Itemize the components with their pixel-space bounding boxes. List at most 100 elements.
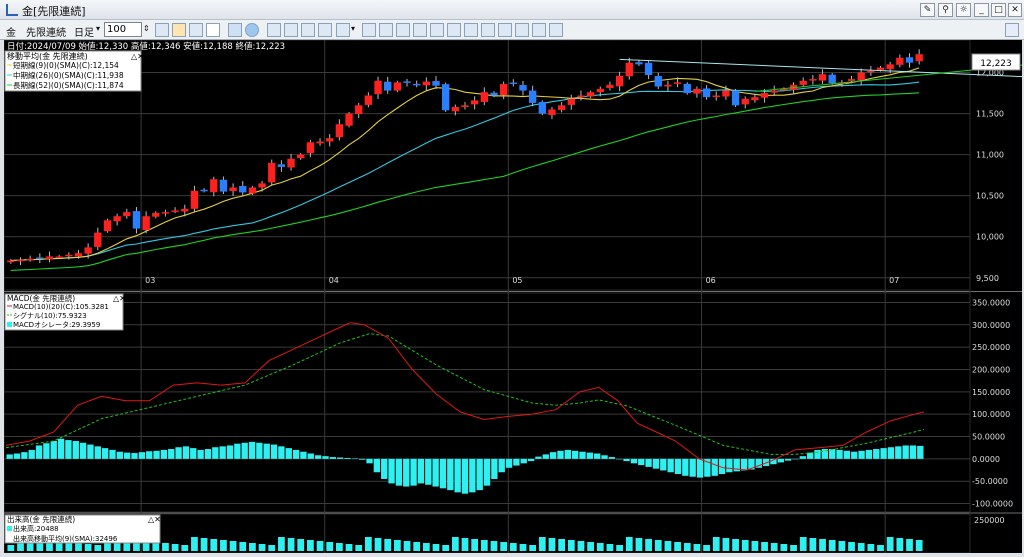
macd-osc-bar[interactable]: [498, 458, 505, 473]
candle-body[interactable]: [751, 97, 759, 101]
volume-bar[interactable]: [567, 540, 575, 551]
macd-osc-bar[interactable]: [608, 457, 616, 459]
volume-bar[interactable]: [393, 540, 401, 551]
macd-osc-bar[interactable]: [439, 458, 447, 489]
candle-body[interactable]: [702, 88, 711, 98]
candle-body[interactable]: [181, 208, 189, 212]
candle-body[interactable]: [654, 75, 662, 87]
macd-osc-bar[interactable]: [704, 458, 711, 477]
candle-body[interactable]: [770, 90, 778, 93]
candle-body[interactable]: [152, 212, 160, 217]
macd-osc-bar[interactable]: [836, 449, 843, 459]
volume-bar[interactable]: [46, 540, 53, 551]
volume-bar[interactable]: [345, 544, 353, 551]
candle-body[interactable]: [683, 83, 691, 94]
candle-body[interactable]: [741, 98, 749, 105]
volume-bar[interactable]: [355, 545, 363, 551]
macd-osc-bar[interactable]: [696, 458, 704, 478]
candle-body[interactable]: [451, 107, 460, 112]
macd-osc-bar[interactable]: [858, 450, 865, 459]
volume-bar[interactable]: [229, 541, 237, 551]
candle-body[interactable]: [596, 88, 604, 93]
volume-bar[interactable]: [364, 537, 372, 551]
candle-body[interactable]: [229, 187, 237, 192]
volume-bar[interactable]: [838, 541, 846, 551]
macd-osc-bar[interactable]: [219, 446, 226, 459]
candle-body[interactable]: [635, 62, 643, 65]
macd-osc-bar[interactable]: [571, 450, 579, 459]
candle-body[interactable]: [7, 260, 15, 263]
macd-osc-bar[interactable]: [270, 444, 278, 459]
refresh-icon[interactable]: [245, 23, 259, 37]
candle-body[interactable]: [876, 67, 885, 70]
volume-bar[interactable]: [471, 539, 479, 551]
zoom-tool-icon[interactable]: [189, 23, 203, 37]
volume-bar[interactable]: [36, 539, 44, 551]
export-icon[interactable]: [549, 23, 563, 37]
contract-selector[interactable]: 先限連続: [26, 28, 66, 39]
macd-osc-bar[interactable]: [476, 458, 483, 491]
macd-osc-bar[interactable]: [50, 440, 57, 459]
candle-body[interactable]: [113, 216, 121, 222]
volume-bar[interactable]: [683, 543, 691, 551]
volume-bar[interactable]: [761, 542, 768, 551]
macd-osc-bar[interactable]: [616, 458, 623, 460]
candle-body[interactable]: [644, 62, 653, 75]
volume-bar[interactable]: [249, 543, 256, 551]
macd-osc-bar[interactable]: [226, 445, 234, 459]
volume-bar[interactable]: [741, 540, 749, 551]
candle-body[interactable]: [190, 190, 199, 209]
candle-body[interactable]: [625, 62, 633, 77]
candle-body[interactable]: [760, 93, 769, 98]
macd-osc-bar[interactable]: [564, 449, 571, 459]
candle-body[interactable]: [103, 220, 112, 232]
macd-osc-bar[interactable]: [660, 458, 667, 471]
macd-osc-bar[interactable]: [116, 451, 124, 459]
macd-osc-bar[interactable]: [586, 452, 594, 459]
macd-osc-bar[interactable]: [535, 456, 542, 459]
macd-osc-bar[interactable]: [138, 452, 146, 459]
macd-osc-bar[interactable]: [28, 449, 35, 459]
macd-osc-bar[interactable]: [887, 447, 895, 459]
grid-icon[interactable]: [301, 23, 315, 37]
volume-bar[interactable]: [451, 537, 459, 551]
volume-bar[interactable]: [171, 544, 179, 551]
macd-osc-bar[interactable]: [153, 450, 160, 459]
macd-osc-bar[interactable]: [160, 449, 168, 459]
macd-osc-bar[interactable]: [351, 458, 359, 459]
volume-bar[interactable]: [857, 543, 865, 551]
print-icon[interactable]: [318, 23, 332, 37]
macd-osc-bar[interactable]: [307, 453, 314, 459]
settings-icon[interactable]: ☼: [956, 3, 971, 17]
macd-osc-bar[interactable]: [43, 443, 50, 459]
macd-osc-bar[interactable]: [204, 449, 212, 459]
candle-body[interactable]: [509, 82, 517, 85]
volume-bar[interactable]: [162, 543, 169, 551]
candle-body[interactable]: [219, 179, 228, 192]
macd-osc-bar[interactable]: [124, 452, 131, 459]
minute-icon[interactable]: [481, 23, 495, 37]
volume-bar[interactable]: [867, 544, 875, 551]
macd-osc-bar[interactable]: [417, 458, 425, 484]
macd-osc-bar[interactable]: [278, 446, 285, 459]
volume-bar[interactable]: [848, 542, 855, 551]
candle-body[interactable]: [161, 212, 170, 214]
macd-osc-bar[interactable]: [483, 458, 491, 486]
macd-osc-bar[interactable]: [557, 450, 564, 459]
candle-body[interactable]: [693, 88, 701, 94]
tools-icon[interactable]: [1005, 23, 1019, 37]
macd-osc-bar[interactable]: [329, 457, 336, 459]
macd-osc-bar[interactable]: [638, 458, 645, 466]
candle-body[interactable]: [915, 54, 923, 62]
macd-osc-bar[interactable]: [821, 449, 829, 459]
macd-osc-bar[interactable]: [726, 458, 733, 473]
volume-bar[interactable]: [480, 540, 488, 551]
macd-osc-bar[interactable]: [447, 458, 454, 491]
macd-osc-bar[interactable]: [175, 447, 182, 459]
candle-body[interactable]: [818, 74, 827, 81]
candle-body[interactable]: [65, 254, 73, 257]
candle-body[interactable]: [886, 64, 894, 70]
macd-osc-bar[interactable]: [469, 458, 476, 493]
macd-osc-bar[interactable]: [57, 438, 65, 459]
volume-bar[interactable]: [113, 538, 121, 551]
